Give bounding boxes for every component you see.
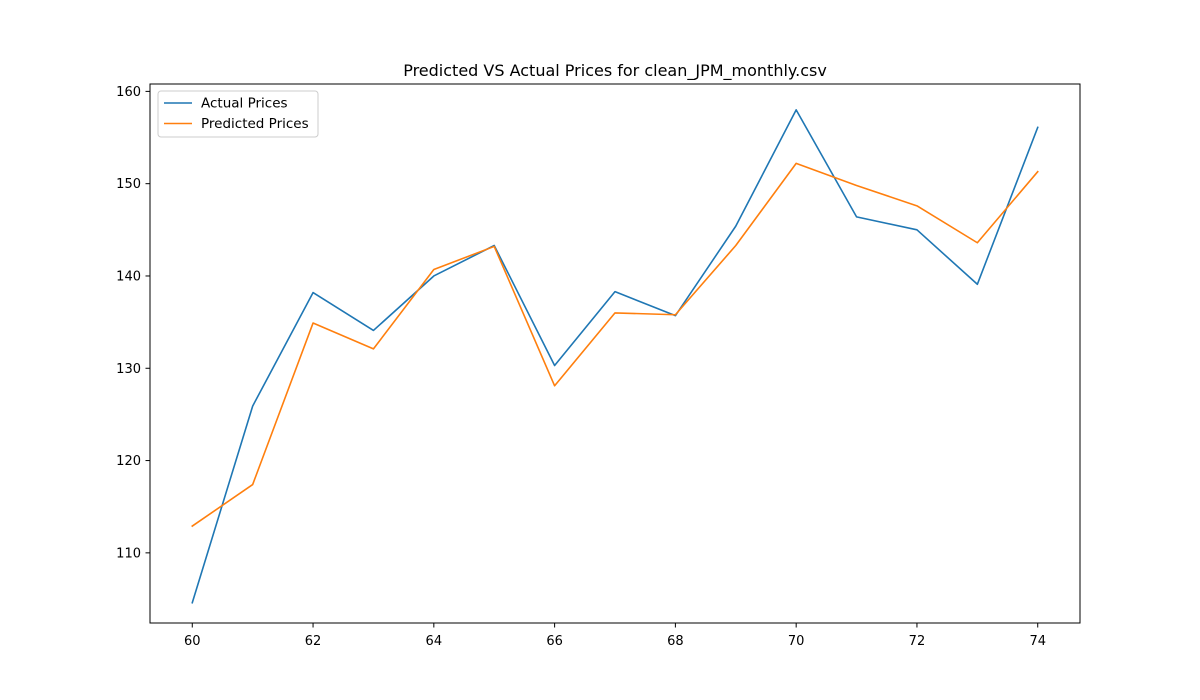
x-tick-label: 72 xyxy=(909,634,926,649)
y-tick-label: 160 xyxy=(116,85,141,100)
legend-label-1: Actual Prices xyxy=(201,96,288,112)
plot-area: 60 62 64 66 68 70 72 74 110 120 130 140 150 160 xyxy=(116,83,1081,649)
legend-label-2: Predicted Prices xyxy=(201,116,309,132)
y-tick-label: 130 xyxy=(116,362,141,377)
series-line-1 xyxy=(191,109,1039,604)
x-tick-label: 62 xyxy=(305,634,322,649)
x-tick-label: 68 xyxy=(667,634,684,649)
y-tick-label: 110 xyxy=(116,546,141,561)
legend: Actual Prices Predicted Prices xyxy=(157,90,319,138)
chart-title: Predicted VS Actual Prices for clean_JPM… xyxy=(403,61,827,81)
legend-box xyxy=(157,90,319,138)
series-line-2 xyxy=(191,162,1039,528)
x-tick-label: 64 xyxy=(426,634,443,649)
x-tick-label: 60 xyxy=(184,634,201,649)
x-tick-label: 66 xyxy=(546,634,563,649)
y-tick-label: 120 xyxy=(116,454,141,469)
y-tick-label: 140 xyxy=(116,269,141,284)
x-tick-label: 74 xyxy=(1029,634,1046,649)
x-tick-label: 70 xyxy=(788,634,805,649)
plot-frame xyxy=(149,83,1081,624)
y-tick-label: 150 xyxy=(116,177,141,192)
